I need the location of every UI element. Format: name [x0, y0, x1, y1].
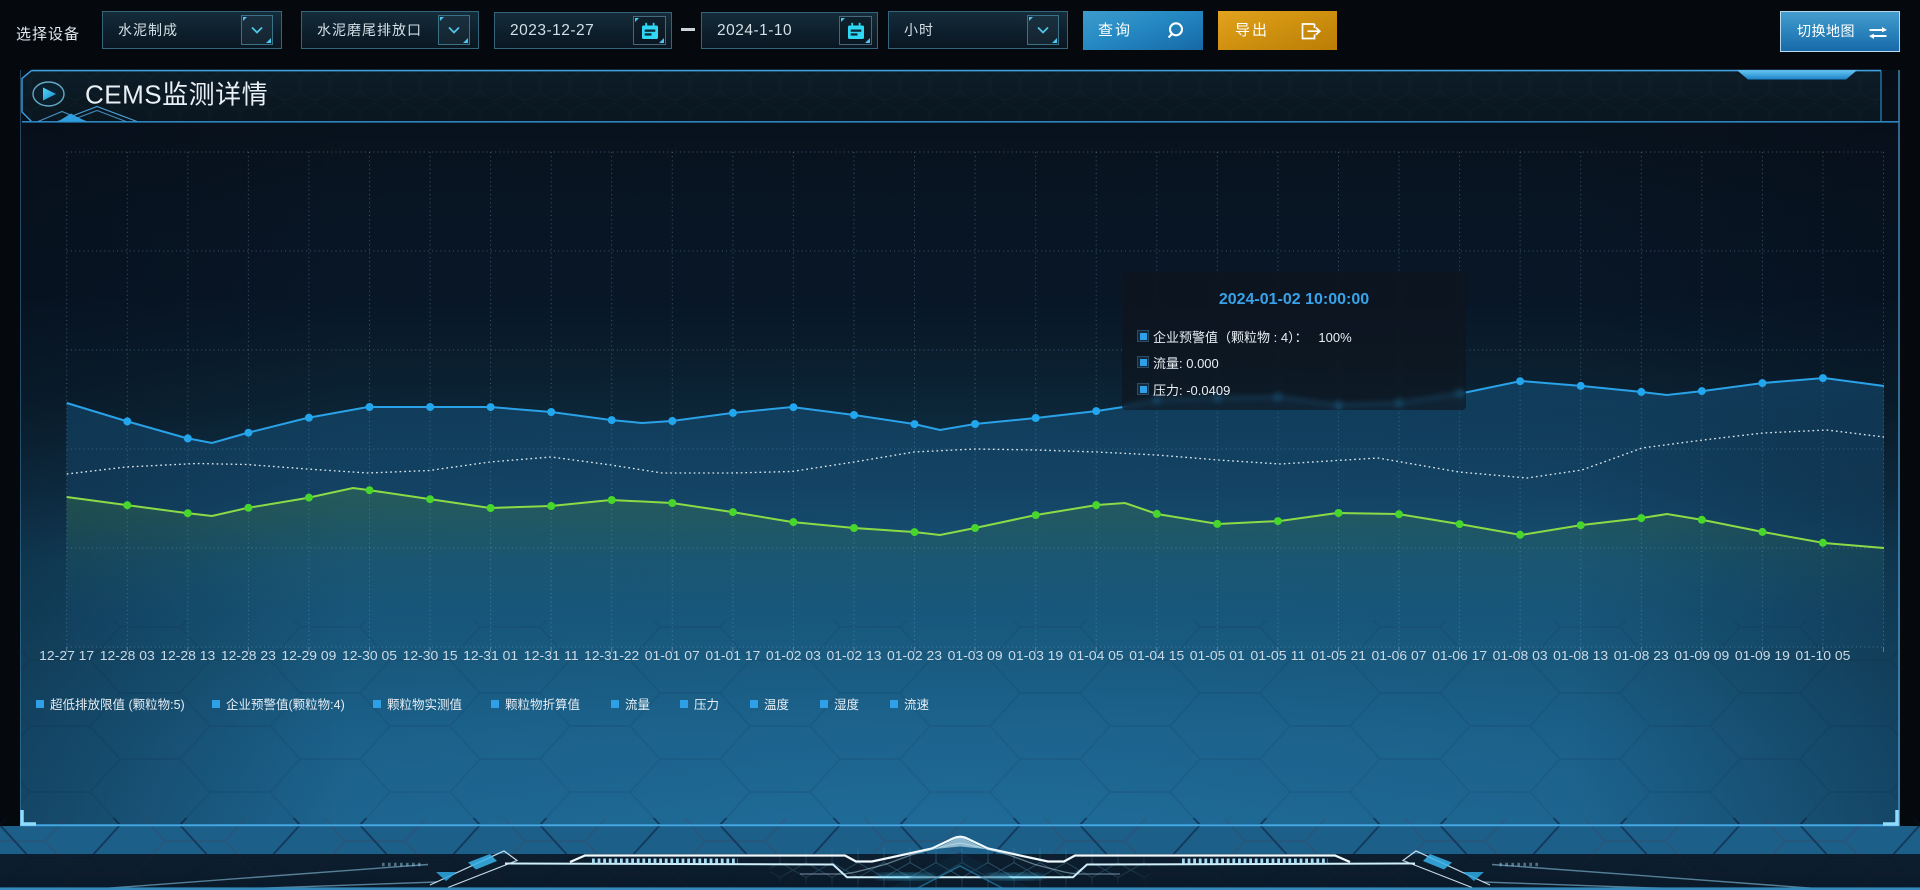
- svg-text:12-27 17: 12-27 17: [39, 648, 94, 663]
- svg-text:01-01 07: 01-01 07: [645, 648, 700, 663]
- svg-text:12-31 11: 12-31 11: [524, 648, 579, 663]
- svg-text:CEMS监测详情: CEMS监测详情: [85, 80, 268, 110]
- svg-text:12-28 03: 12-28 03: [100, 648, 155, 663]
- svg-text:01-10 05: 01-10 05: [1795, 648, 1850, 663]
- svg-text:12-29 09: 12-29 09: [281, 648, 336, 663]
- svg-text:12-30 05: 12-30 05: [342, 648, 397, 663]
- svg-text:01-09 09: 01-09 09: [1674, 648, 1729, 663]
- svg-text:01-05 11: 01-05 11: [1250, 648, 1305, 663]
- svg-text:12-31 01: 12-31 01: [463, 648, 518, 663]
- svg-text:01-06 07: 01-06 07: [1372, 648, 1427, 663]
- svg-text:01-06 17: 01-06 17: [1432, 648, 1487, 663]
- svg-text:01-05 01: 01-05 01: [1190, 648, 1245, 663]
- svg-text:12-31-22: 12-31-22: [584, 648, 639, 663]
- svg-text:01-09 19: 01-09 19: [1735, 648, 1790, 663]
- svg-text:01-04 05: 01-04 05: [1069, 648, 1124, 663]
- svg-text:01-03 09: 01-03 09: [948, 648, 1003, 663]
- svg-text:01-03 19: 01-03 19: [1008, 648, 1063, 663]
- svg-text:01-01 17: 01-01 17: [705, 648, 760, 663]
- svg-text:01-05 21: 01-05 21: [1311, 648, 1366, 663]
- svg-text:12-28 13: 12-28 13: [160, 648, 215, 663]
- svg-text:01-02 03: 01-02 03: [766, 648, 821, 663]
- svg-text:01-08 23: 01-08 23: [1614, 648, 1669, 663]
- svg-text:01-04 15: 01-04 15: [1129, 648, 1184, 663]
- svg-text:01-02 13: 01-02 13: [827, 648, 882, 663]
- svg-text:01-08 13: 01-08 13: [1553, 648, 1608, 663]
- svg-text:01-02 23: 01-02 23: [887, 648, 942, 663]
- svg-text:12-30 15: 12-30 15: [403, 648, 458, 663]
- svg-text:12-28 23: 12-28 23: [221, 648, 276, 663]
- svg-text:01-08 03: 01-08 03: [1493, 648, 1548, 663]
